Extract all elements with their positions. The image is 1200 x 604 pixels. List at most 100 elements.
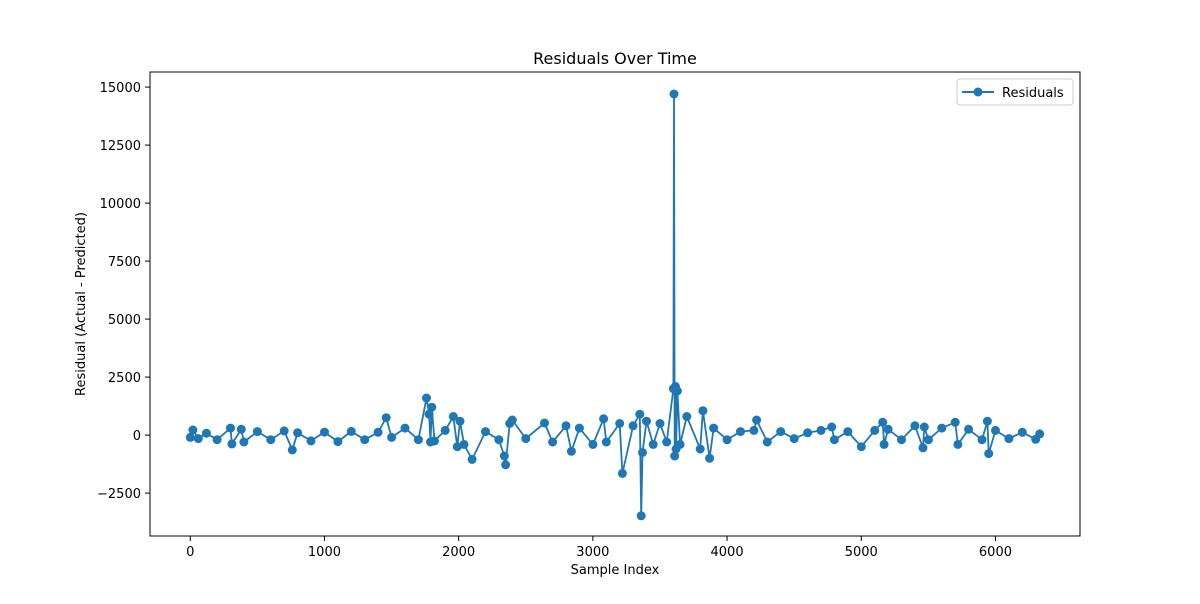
data-point: [448, 412, 458, 421]
data-point: [897, 435, 906, 445]
data-point: [226, 423, 235, 433]
data-point: [201, 428, 211, 438]
data-point: [816, 425, 826, 435]
data-point: [413, 435, 423, 445]
data-point: [381, 413, 391, 423]
data-point: [481, 427, 490, 437]
x-tick-label: 1000: [308, 545, 341, 560]
y-tick-label: −2500: [97, 487, 141, 502]
data-point: [923, 435, 933, 445]
data-point: [306, 436, 316, 446]
data-point: [984, 449, 994, 459]
data-point: [638, 448, 647, 457]
data-point: [919, 422, 929, 432]
chart-title: Residuals Over Time: [533, 49, 697, 68]
data-point: [422, 393, 431, 403]
data-point: [991, 425, 1000, 435]
data-point: [212, 435, 222, 445]
x-tick-label: 6000: [979, 545, 1012, 560]
legend-label: Residuals: [1002, 86, 1064, 101]
series-line-0: [189, 93, 1041, 517]
data-point: [870, 425, 880, 435]
data-point: [455, 416, 465, 426]
data-point: [953, 439, 963, 449]
data-point: [635, 409, 645, 419]
data-point: [467, 454, 477, 464]
x-tick-label: 4000: [711, 545, 744, 560]
data-point: [648, 439, 658, 449]
data-point: [736, 427, 745, 437]
y-axis-label: Residual (Actual - Predicted): [74, 212, 89, 396]
data-point: [642, 416, 651, 426]
data-point: [695, 444, 705, 454]
x-tick-label: 3000: [576, 545, 609, 560]
plot-frame: [149, 71, 1081, 537]
data-point: [843, 427, 853, 437]
data-point: [279, 426, 289, 436]
x-axis: 0 1000 2000 3000 4000 5000 6000: [186, 536, 1012, 560]
data-point: [698, 406, 708, 416]
data-point: [878, 417, 888, 427]
x-axis-label: Sample Index: [571, 563, 660, 578]
data-point: [655, 419, 665, 428]
y-tick-label: 7500: [108, 255, 141, 270]
y-axis: −2500 0 2500 5000 7500 10000 12500 15000: [97, 81, 150, 502]
data-point: [424, 409, 434, 419]
data-point: [239, 437, 249, 447]
data-point: [400, 423, 410, 433]
data-point: [193, 434, 203, 444]
data-point: [762, 437, 772, 447]
legend: Residuals: [956, 78, 1074, 106]
data-point: [561, 421, 571, 431]
data-point: [287, 445, 297, 455]
data-point: [950, 417, 960, 427]
data-point: [1004, 434, 1014, 444]
x-tick-label: 5000: [845, 545, 878, 560]
data-point: [803, 428, 813, 438]
data-point: [346, 426, 356, 436]
data-point: [252, 427, 262, 437]
data-point: [293, 428, 303, 438]
data-point: [636, 511, 646, 521]
data-point: [548, 437, 558, 447]
y-tick-label: 15000: [100, 81, 141, 96]
data-point: [615, 419, 625, 428]
data-point: [705, 453, 715, 463]
data-point: [574, 423, 584, 433]
y-tick-label: 10000: [100, 197, 141, 212]
data-point: [617, 468, 627, 478]
data-point: [599, 414, 609, 424]
data-point: [494, 435, 504, 445]
y-tick-label: 5000: [108, 313, 141, 328]
data-point: [883, 424, 893, 434]
data-point: [601, 437, 611, 447]
data-point: [440, 425, 450, 435]
data-point: [501, 460, 511, 470]
data-point: [507, 415, 517, 425]
data-point: [427, 402, 437, 412]
data-point: [320, 427, 329, 437]
data-point: [459, 439, 469, 449]
data-point: [776, 427, 786, 437]
data-point: [722, 435, 732, 445]
data-point: [1017, 427, 1027, 437]
data-point: [829, 435, 839, 445]
data-point: [360, 435, 370, 445]
legend-box: [956, 78, 1074, 106]
y-tick-label: 0: [133, 429, 141, 444]
data-point: [675, 439, 685, 449]
data-point: [236, 424, 246, 434]
data-point: [856, 442, 866, 452]
data-point: [682, 412, 692, 421]
data-point: [499, 451, 509, 461]
data-point: [827, 422, 837, 432]
data-point: [188, 425, 198, 435]
data-point: [566, 446, 576, 456]
data-point: [1035, 429, 1045, 439]
data-point: [669, 89, 679, 99]
data-point: [752, 415, 762, 425]
data-point: [982, 416, 992, 426]
data-point: [964, 424, 974, 434]
data-point: [977, 435, 987, 445]
data-point: [662, 437, 672, 447]
